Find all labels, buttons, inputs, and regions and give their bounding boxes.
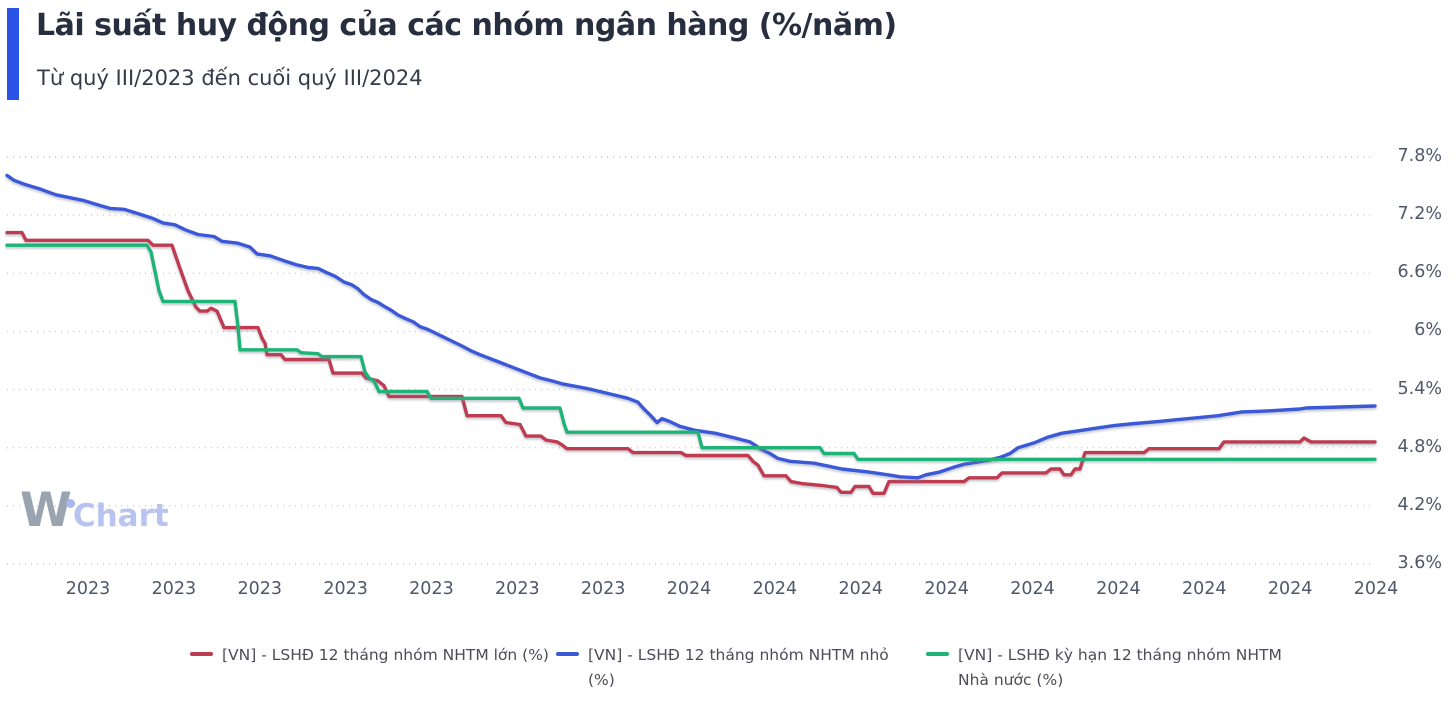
page-subtitle: Từ quý III/2023 đến cuối quý III/2024: [37, 66, 423, 90]
y-tick-label: 7.8%: [1397, 146, 1442, 166]
x-tick-label: 2024: [1267, 579, 1313, 599]
x-tick-label: 2023: [409, 579, 454, 599]
x-tick-label: 2024: [1181, 579, 1227, 599]
legend-swatch-icon: [926, 652, 949, 656]
y-tick-label: 4.2%: [1397, 494, 1442, 515]
legend-swatch-icon: [190, 652, 213, 656]
legend-label: [VN] - LSHĐ 12 tháng nhóm NHTM nhỏ (%): [588, 646, 889, 689]
legend-item-2[interactable]: [VN] - LSHĐ kỳ hạn 12 tháng nhóm NHTM Nh…: [926, 643, 1290, 693]
legend-label: [VN] - LSHĐ kỳ hạn 12 tháng nhóm NHTM Nh…: [958, 646, 1282, 689]
legend-item-1[interactable]: [VN] - LSHĐ 12 tháng nhóm NHTM nhỏ (%): [556, 643, 920, 693]
logo-dot-icon: [65, 499, 75, 508]
x-tick-label: 2024: [924, 579, 969, 599]
y-tick-label: 3.6%: [1397, 553, 1442, 573]
x-tick-label: 2023: [237, 579, 282, 599]
x-tick-label: 2024: [838, 579, 884, 599]
x-tick-label: 2023: [65, 579, 111, 599]
legend-swatch-icon: [556, 652, 579, 656]
x-tick-label: 2023: [323, 579, 368, 599]
y-tick-label: 6.6%: [1397, 262, 1442, 283]
x-tick-label: 2024: [666, 579, 712, 599]
y-tick-label: 7.2%: [1397, 204, 1442, 225]
x-tick-label: 2024: [1010, 579, 1055, 599]
x-tick-label: 2024: [1353, 579, 1399, 599]
logo-chart: Chart: [72, 498, 169, 534]
title-accent-bar: [7, 8, 19, 100]
series-line-1[interactable]: [5, 173, 1377, 480]
x-tick-label: 2024: [1096, 579, 1141, 599]
y-tick-label: 5.4%: [1397, 378, 1442, 399]
logo-w: W: [20, 483, 72, 538]
x-tick-label: 2024: [752, 579, 798, 599]
series-line-0[interactable]: [5, 230, 1377, 495]
x-tick-label: 2023: [151, 579, 197, 599]
wichart-logo: WChart: [20, 483, 169, 538]
legend-label: [VN] - LSHĐ 12 tháng nhóm NHTM lớn (%): [222, 646, 549, 664]
y-tick-label: 4.8%: [1397, 436, 1442, 457]
x-tick-label: 2023: [495, 579, 540, 599]
series-line-2[interactable]: [5, 243, 1377, 461]
legend-item-0[interactable]: [VN] - LSHĐ 12 tháng nhóm NHTM lớn (%): [190, 643, 549, 668]
y-tick-label: 6%: [1414, 320, 1442, 341]
page-title: Lãi suất huy động của các nhóm ngân hàng…: [36, 8, 897, 43]
x-tick-label: 2023: [580, 579, 626, 599]
